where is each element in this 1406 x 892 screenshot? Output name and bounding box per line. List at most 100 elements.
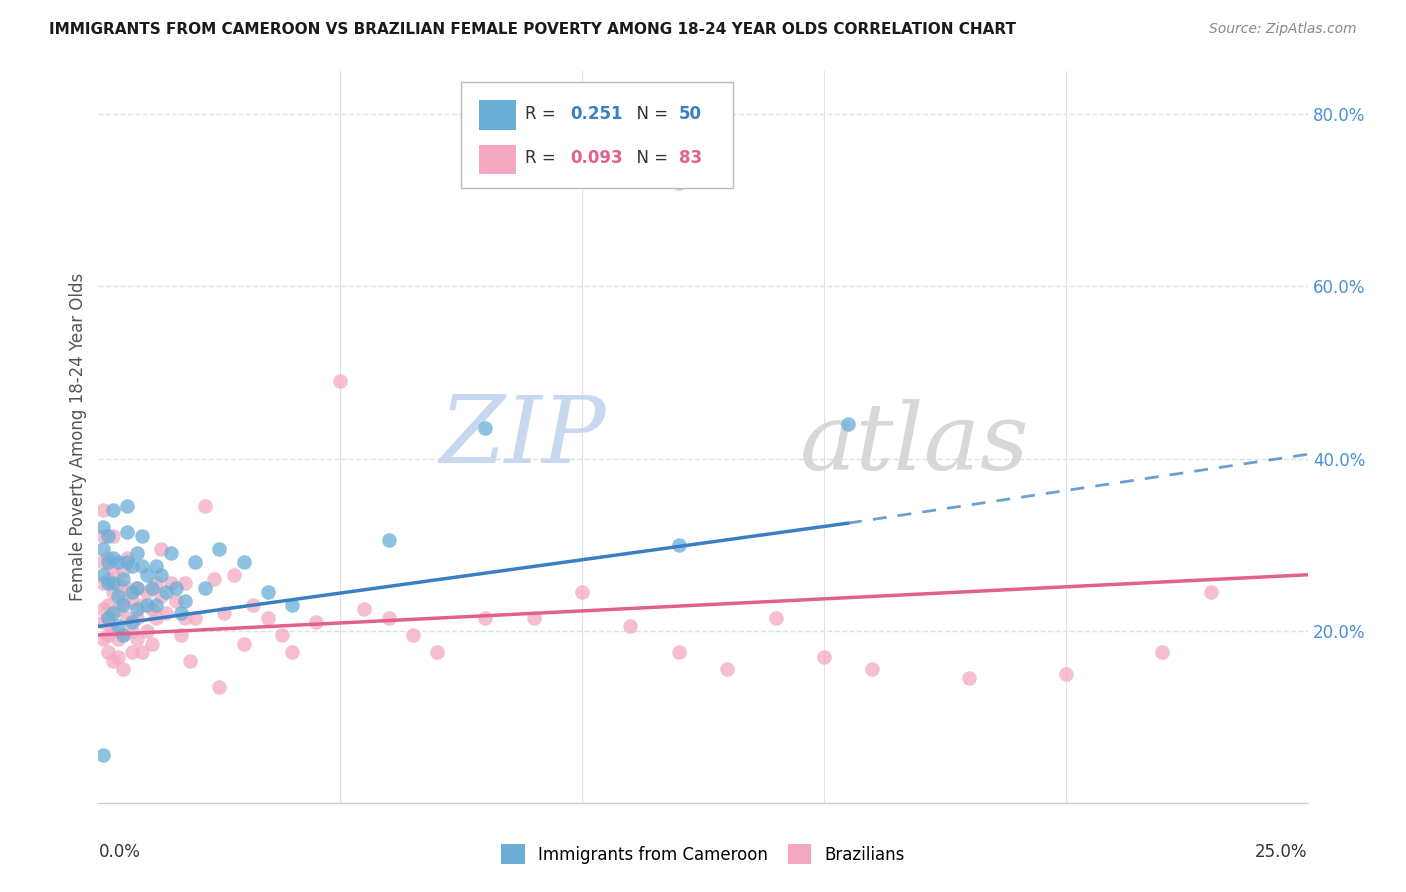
Point <box>97 550 120 565</box>
Point <box>97 529 120 543</box>
Point <box>97 611 120 625</box>
Point <box>121 645 143 659</box>
Point <box>271 628 294 642</box>
Point <box>232 637 254 651</box>
Point <box>121 559 143 574</box>
Point <box>208 541 231 556</box>
Point <box>97 572 120 586</box>
FancyBboxPatch shape <box>461 82 734 188</box>
Y-axis label: Female Poverty Among 18-24 Year Olds: Female Poverty Among 18-24 Year Olds <box>69 273 87 601</box>
Point <box>127 581 149 595</box>
Point <box>813 649 835 664</box>
Point <box>111 662 134 676</box>
Text: N =: N = <box>626 104 673 122</box>
Point <box>101 564 124 578</box>
Point <box>91 748 114 763</box>
Point <box>101 529 124 543</box>
Point <box>426 645 449 659</box>
Text: 0.0%: 0.0% <box>98 843 141 861</box>
Point <box>107 576 129 591</box>
Point <box>165 581 187 595</box>
Point <box>256 585 278 599</box>
Point <box>117 581 139 595</box>
Point <box>127 546 149 560</box>
FancyBboxPatch shape <box>479 101 516 129</box>
Point <box>97 598 120 612</box>
Point <box>141 637 163 651</box>
Point <box>160 546 183 560</box>
Point <box>145 611 167 625</box>
Point <box>107 649 129 664</box>
Point <box>212 607 235 621</box>
Point <box>121 585 143 599</box>
Text: 0.251: 0.251 <box>569 104 623 122</box>
Text: R =: R = <box>526 149 561 167</box>
Point <box>668 538 690 552</box>
Point <box>377 533 399 548</box>
Point <box>155 607 177 621</box>
Point <box>194 499 217 513</box>
Text: ZIP: ZIP <box>440 392 606 482</box>
Point <box>141 602 163 616</box>
Point <box>107 589 129 603</box>
Point <box>101 654 124 668</box>
Text: 0.093: 0.093 <box>569 149 623 167</box>
Point <box>329 374 352 388</box>
Point <box>242 598 264 612</box>
Point <box>101 576 124 591</box>
Point <box>131 529 153 543</box>
Point <box>107 619 129 633</box>
Point <box>91 632 114 647</box>
Point <box>837 417 859 432</box>
Point <box>145 576 167 591</box>
Point <box>957 671 980 685</box>
Point <box>127 602 149 616</box>
Point <box>222 567 245 582</box>
Point <box>619 619 641 633</box>
Point <box>150 567 173 582</box>
Point <box>174 576 197 591</box>
Point <box>117 550 139 565</box>
Point <box>571 585 593 599</box>
Point <box>377 611 399 625</box>
Point <box>101 503 124 517</box>
Point <box>91 555 114 569</box>
Point <box>179 654 201 668</box>
Point <box>1152 645 1174 659</box>
Point <box>117 555 139 569</box>
Text: atlas: atlas <box>800 400 1029 490</box>
Point <box>107 632 129 647</box>
Point <box>97 645 120 659</box>
Point <box>117 611 139 625</box>
Point <box>97 576 120 591</box>
Point <box>160 576 183 591</box>
Point <box>91 615 114 629</box>
Point <box>174 593 197 607</box>
Point <box>91 567 114 582</box>
Point <box>141 581 163 595</box>
Point <box>135 598 157 612</box>
Point <box>353 602 375 616</box>
Point <box>127 581 149 595</box>
Point <box>91 520 114 534</box>
Point <box>91 529 114 543</box>
Text: 83: 83 <box>679 149 702 167</box>
Point <box>121 593 143 607</box>
Point <box>765 611 787 625</box>
Point <box>232 555 254 569</box>
Point <box>135 585 157 599</box>
Point <box>281 598 304 612</box>
Text: IMMIGRANTS FROM CAMEROON VS BRAZILIAN FEMALE POVERTY AMONG 18-24 YEAR OLDS CORRE: IMMIGRANTS FROM CAMEROON VS BRAZILIAN FE… <box>49 22 1017 37</box>
Point <box>668 176 690 190</box>
Point <box>135 567 157 582</box>
Point <box>101 550 124 565</box>
Point <box>402 628 425 642</box>
Point <box>150 541 173 556</box>
Point <box>97 555 120 569</box>
Point <box>121 624 143 638</box>
Point <box>256 611 278 625</box>
Point <box>208 680 231 694</box>
Point <box>305 615 328 629</box>
Point <box>97 628 120 642</box>
Point <box>131 559 153 574</box>
